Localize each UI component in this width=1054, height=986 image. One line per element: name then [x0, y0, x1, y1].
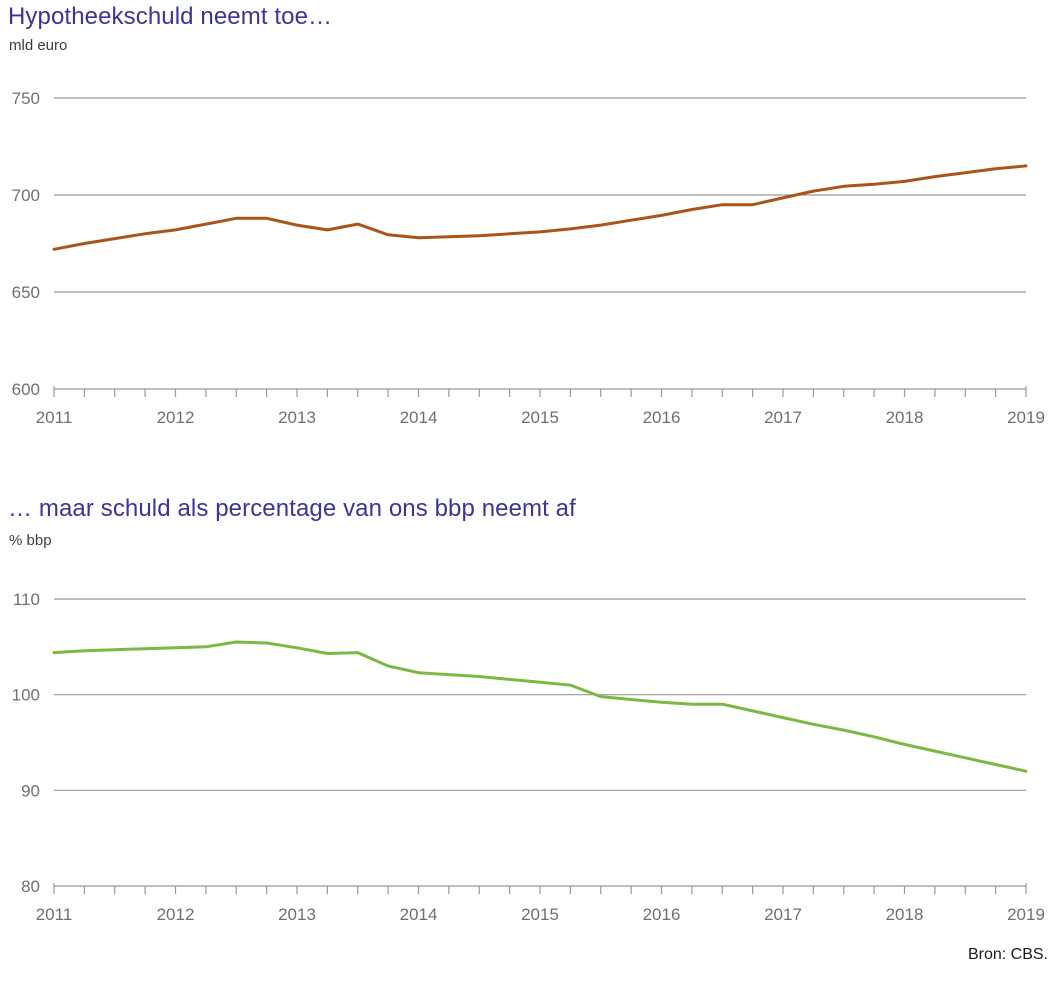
- x-tick-label: 2015: [521, 408, 559, 427]
- y-tick-label: 750: [12, 89, 40, 108]
- x-tick-label: 2019: [1007, 408, 1045, 427]
- y-tick-label: 80: [21, 877, 40, 896]
- x-tick-label: 2018: [886, 408, 924, 427]
- y-tick-label: 110: [13, 590, 40, 609]
- x-tick-label: 2019: [1007, 905, 1045, 924]
- y-tick-label: 650: [12, 283, 40, 302]
- chart-unit-label-mld-euro: mld euro: [9, 37, 68, 54]
- y-tick-label: 700: [12, 186, 40, 205]
- x-tick-label: 2012: [157, 408, 195, 427]
- series-line-0: [52, 164, 1028, 251]
- chart-plot-0: 750 700 650 600 2011 2012 2013 2014 2015 2016 2017…: [12, 89, 1045, 427]
- x-tick-label: 2017: [764, 905, 802, 924]
- x-tick-label: 2011: [36, 408, 73, 427]
- x-tick-label: 2011: [36, 905, 73, 924]
- x-tick-label: 2015: [521, 905, 559, 924]
- x-tick-label: 2017: [764, 408, 802, 427]
- chart-unit-label-percent-bbp: % bbp: [9, 532, 52, 549]
- y-tick-label: 90: [21, 781, 40, 800]
- y-tick-label: 100: [12, 686, 40, 705]
- x-tick-label: 2013: [278, 408, 316, 427]
- source-label: Bron: CBS.: [967, 946, 1048, 963]
- x-tick-label: 2018: [886, 905, 924, 924]
- chart-plot-1: 110 100 90 80 2011 2012 2013 2014 2015 2016 2017 20…: [12, 590, 1045, 924]
- x-tick-label: 2014: [400, 408, 438, 427]
- x-tick-label: 2016: [643, 905, 681, 924]
- series-line-1: [52, 640, 1028, 773]
- chart-title-mortgage-debt: Hypotheekschuld neemt toe…: [8, 3, 333, 30]
- x-tick-label: 2016: [643, 408, 681, 427]
- x-tick-label: 2012: [157, 905, 195, 924]
- chart-title-debt-percentage-bbp: … maar schuld als percentage van ons bbp…: [8, 495, 576, 522]
- x-tick-label: 2014: [400, 905, 438, 924]
- x-tick-label: 2013: [278, 905, 316, 924]
- y-tick-label: 600: [12, 380, 40, 399]
